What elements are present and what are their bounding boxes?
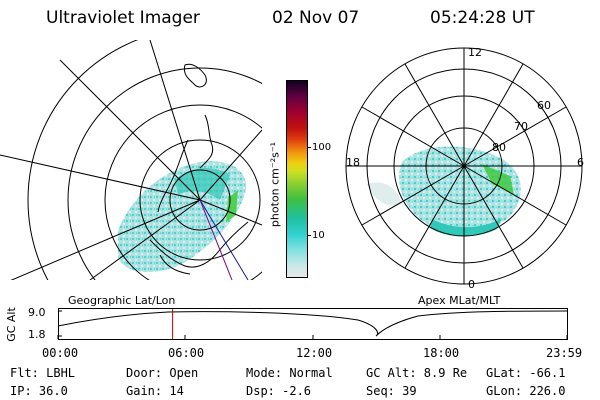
- xtick-1800: 18:00: [423, 346, 460, 360]
- status-gc-alt: GC Alt: 8.9 Re: [366, 366, 468, 380]
- time-label: 05:24:28 UT: [430, 8, 535, 28]
- colorbar-tick-marks: [307, 80, 311, 276]
- altitude-ytick-min: 1.8: [28, 328, 46, 341]
- colorbar-unit-label: photon cm⁻²s⁻¹: [268, 141, 282, 228]
- geographic-map: [0, 40, 262, 280]
- status-filter: Flt: LBHL: [10, 366, 76, 380]
- status-dsp: Dsp: -2.6: [246, 384, 312, 398]
- mlt-label-18: 18: [346, 156, 360, 169]
- xtick-0600: 06:00: [168, 346, 205, 360]
- colorbar-tick-10: 10: [312, 230, 325, 241]
- status-glon: GLon: 226.0: [486, 384, 566, 398]
- mlat-label-60: 60: [537, 99, 551, 112]
- altitude-axis-label: GC Alt: [4, 307, 18, 342]
- mlt-label-12: 12: [468, 46, 482, 59]
- mlat-label-80: 80: [492, 141, 506, 154]
- altitude-orbit-plot: [57, 308, 569, 340]
- status-mode: Mode: Normal: [246, 366, 333, 380]
- mlat-label-70: 70: [514, 120, 528, 133]
- status-ip: IP: 36.0: [10, 384, 68, 398]
- xtick-1200: 12:00: [296, 346, 333, 360]
- xtick-0000: 00:00: [42, 346, 79, 360]
- date-label: 02 Nov 07: [272, 8, 360, 28]
- status-gain: Gain: 14: [126, 384, 184, 398]
- colorbar: [286, 80, 308, 278]
- apex-panel-label: Apex MLat/MLT: [418, 294, 501, 307]
- status-glat: GLat: -66.1: [486, 366, 566, 380]
- status-seq: Seq: 39: [366, 384, 417, 398]
- status-door: Door: Open: [126, 366, 199, 380]
- mlt-label-6: 6: [577, 156, 584, 169]
- xtick-2359: 23:59: [546, 346, 583, 360]
- geo-panel-label: Geographic Lat/Lon: [68, 294, 176, 307]
- colorbar-tick-100: 100: [312, 142, 332, 153]
- altitude-ytick-max: 9.0: [28, 306, 46, 319]
- instrument-title: Ultraviolet Imager: [46, 8, 200, 28]
- apex-polar-plot: [345, 47, 583, 285]
- mlt-label-0: 0: [468, 278, 475, 291]
